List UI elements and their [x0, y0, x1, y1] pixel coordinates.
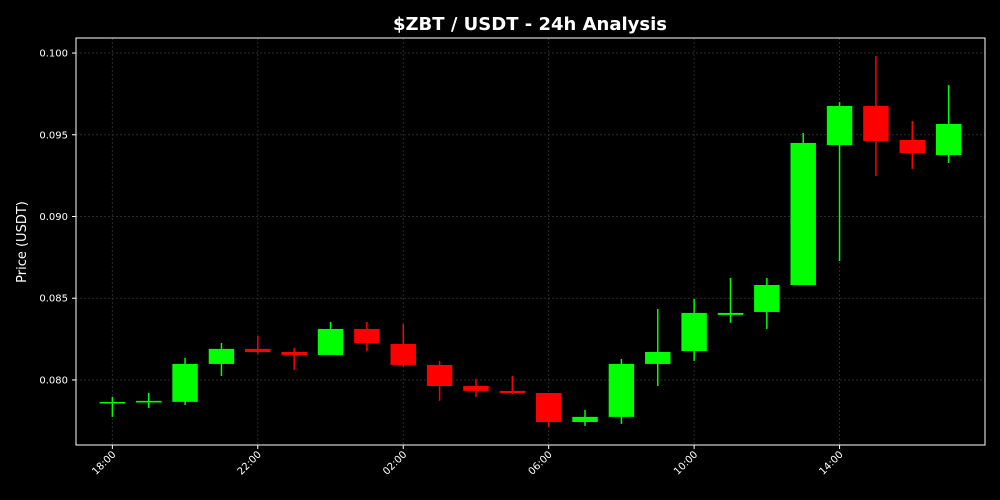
chart-title: $ZBT / USDT - 24h Analysis	[393, 14, 667, 35]
candle-body	[863, 105, 889, 141]
candle-body	[790, 142, 816, 285]
candle-body	[317, 328, 344, 355]
candle-body	[390, 343, 416, 365]
plot-frame	[75, 37, 986, 446]
y-tick-label: 0.090	[39, 212, 68, 223]
candle-body	[426, 364, 453, 386]
candle-body	[499, 390, 526, 394]
candle-body	[535, 393, 562, 422]
y-tick-label: 0.085	[39, 294, 68, 305]
y-tick-label: 0.080	[39, 375, 68, 386]
candle-body	[354, 328, 380, 344]
candle-body	[681, 312, 707, 352]
candle-body	[899, 139, 926, 154]
y-axis-label: Price (USDT)	[15, 201, 30, 283]
candle-body	[572, 416, 598, 422]
candle-body	[463, 385, 489, 391]
candle-body	[935, 123, 962, 156]
candle-body	[645, 351, 671, 364]
candle-body	[208, 348, 235, 364]
candle-body	[172, 363, 198, 402]
candle-body	[135, 400, 162, 403]
candle-body	[826, 105, 853, 146]
candle-body	[99, 402, 126, 404]
candle-body	[245, 348, 271, 352]
y-tick-label: 0.095	[39, 130, 68, 141]
candle-body	[281, 351, 307, 355]
candle-body	[754, 284, 780, 312]
candle-body	[717, 312, 744, 315]
candle-body	[608, 363, 635, 417]
y-tick-label: 0.100	[39, 49, 68, 60]
